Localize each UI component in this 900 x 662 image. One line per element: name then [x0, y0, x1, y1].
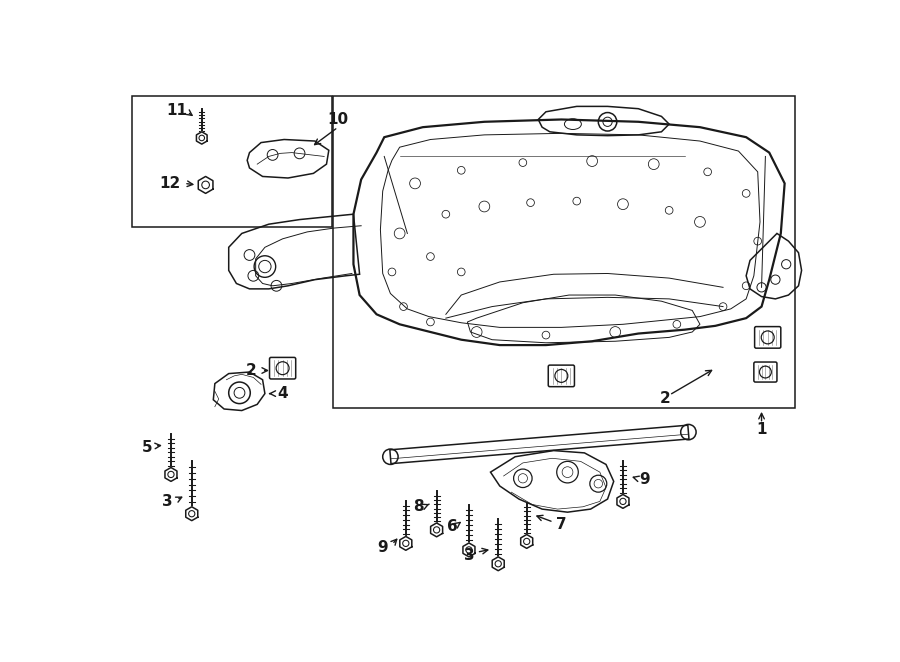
Polygon shape	[430, 523, 443, 537]
Text: 2: 2	[660, 391, 670, 406]
Polygon shape	[616, 495, 629, 508]
Text: 4: 4	[277, 386, 288, 401]
Text: 6: 6	[446, 518, 457, 534]
FancyBboxPatch shape	[754, 326, 781, 348]
FancyBboxPatch shape	[548, 365, 574, 387]
Text: 3: 3	[162, 494, 173, 509]
Text: 10: 10	[328, 112, 348, 127]
Text: 8: 8	[414, 499, 424, 514]
Text: 1: 1	[756, 422, 767, 438]
Polygon shape	[463, 543, 475, 557]
Polygon shape	[492, 557, 504, 571]
Text: 5: 5	[142, 440, 152, 455]
Text: 2: 2	[246, 363, 256, 378]
Polygon shape	[400, 536, 412, 550]
Text: 7: 7	[556, 517, 567, 532]
Polygon shape	[521, 534, 533, 548]
Polygon shape	[185, 507, 198, 520]
Text: 9: 9	[639, 473, 650, 487]
Bar	[333, 97, 795, 408]
Polygon shape	[198, 177, 213, 193]
Text: 3: 3	[464, 547, 474, 563]
Polygon shape	[196, 132, 207, 144]
FancyBboxPatch shape	[754, 362, 777, 382]
Bar	[131, 97, 332, 227]
FancyBboxPatch shape	[269, 357, 296, 379]
Text: 11: 11	[166, 103, 187, 118]
Polygon shape	[165, 467, 177, 481]
Text: 9: 9	[377, 540, 388, 555]
Text: 12: 12	[159, 176, 181, 191]
